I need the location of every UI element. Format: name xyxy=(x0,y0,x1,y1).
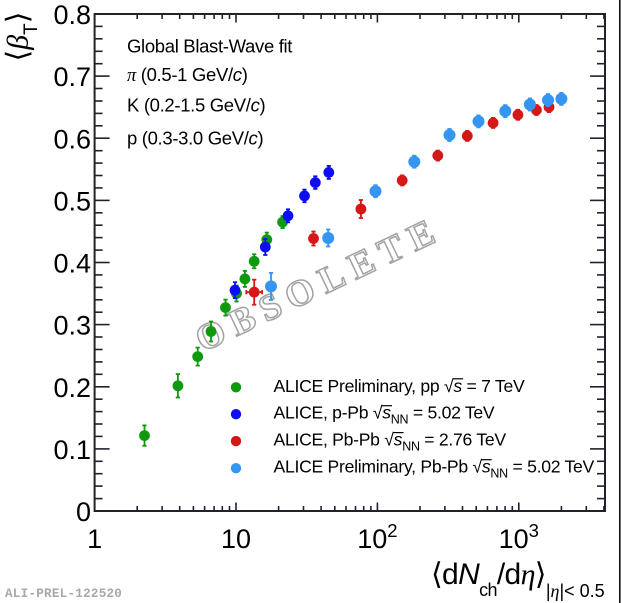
svg-text:0: 0 xyxy=(76,497,91,527)
svg-text:0.4: 0.4 xyxy=(53,249,91,279)
svg-text:0.7: 0.7 xyxy=(53,62,91,92)
svg-text:ALI-PREL-122520: ALI-PREL-122520 xyxy=(5,587,122,601)
svg-text:0.5: 0.5 xyxy=(53,186,91,216)
svg-text:10: 10 xyxy=(221,524,251,554)
svg-text:ALICE Preliminary, Pb-Pb √sNN: ALICE Preliminary, Pb-Pb √sNN = 5.02 TeV xyxy=(274,457,595,481)
svg-text:Global Blast-Wave fit: Global Blast-Wave fit xyxy=(127,36,292,57)
svg-text:p (0.3-3.0 GeV/c): p (0.3-3.0 GeV/c) xyxy=(127,128,263,149)
svg-text:0.3: 0.3 xyxy=(53,311,91,341)
svg-text:ALICE Preliminary, pp √s = 7 T: ALICE Preliminary, pp √s = 7 TeV xyxy=(274,376,525,396)
svg-text:ALICE, Pb-Pb √sNN = 2.76 TeV: ALICE, Pb-Pb √sNN = 2.76 TeV xyxy=(274,430,507,454)
svg-text:0.8: 0.8 xyxy=(53,0,91,30)
svg-text:π (0.5-1 GeV/c): π (0.5-1 GeV/c) xyxy=(127,64,248,86)
svg-text:ALICE, p-Pb √sNN = 5.02 TeV: ALICE, p-Pb √sNN = 5.02 TeV xyxy=(274,403,495,427)
svg-text:1: 1 xyxy=(87,524,102,554)
svg-text:0.1: 0.1 xyxy=(53,435,91,465)
svg-text:0.6: 0.6 xyxy=(53,124,91,154)
svg-text:K (0.2-1.5 GeV/c): K (0.2-1.5 GeV/c) xyxy=(127,95,266,116)
svg-text:0.2: 0.2 xyxy=(53,373,91,403)
